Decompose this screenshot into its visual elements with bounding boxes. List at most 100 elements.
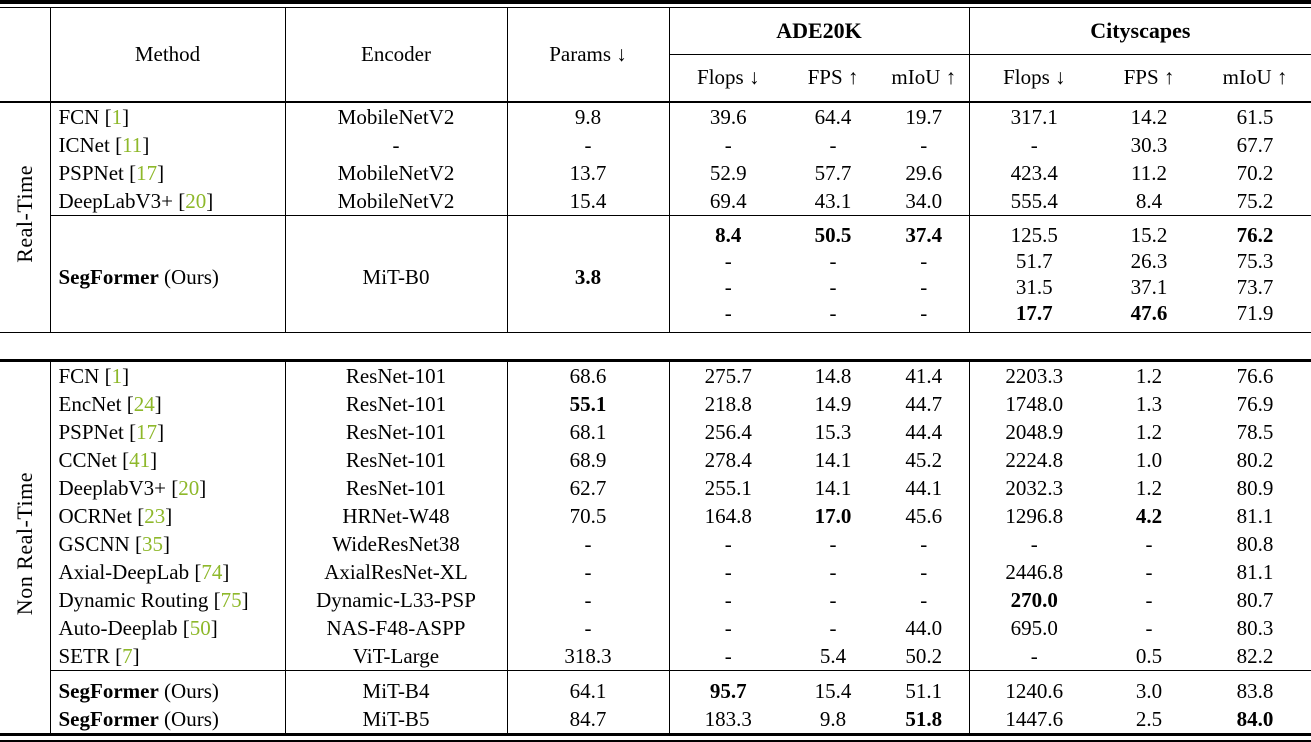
metric-cell: 8.4: [1135, 188, 1163, 213]
cite-link[interactable]: 1: [111, 363, 123, 388]
metric-cell: 695.0: [1010, 615, 1058, 640]
metric-cell: 64.4: [814, 104, 852, 129]
params-cell: -: [507, 529, 670, 558]
row-group-label: Real-Time: [0, 101, 51, 332]
metric-cell: 81.1: [1236, 503, 1274, 528]
metric-cell: 44.7: [879, 389, 970, 418]
encoder-cell: ResNet-101: [285, 417, 508, 446]
metric-cell: 45.2: [879, 445, 970, 474]
method-name: Axial-DeepLab: [58, 559, 190, 584]
metric-cell: 1296.8: [1005, 503, 1064, 528]
cite-link[interactable]: 50: [189, 615, 211, 640]
cite-link[interactable]: 35: [141, 531, 163, 556]
metric-cell: 14.1: [814, 447, 852, 472]
method-cell: FCN [1]: [50, 360, 286, 390]
cite-link[interactable]: 41: [129, 447, 151, 472]
metric-cell: 8.4: [669, 214, 787, 248]
cite-link[interactable]: 75: [220, 587, 242, 612]
cite-link[interactable]: 24: [133, 391, 155, 416]
metric-cell: 1748.0: [1005, 391, 1064, 416]
metric-cell: 80.3: [1236, 615, 1274, 640]
metric-cell: -: [1030, 531, 1038, 556]
metric-cell: 1447.6: [1005, 706, 1064, 731]
metric-cell: -: [724, 615, 732, 640]
metric-cell: 1.2: [1135, 475, 1163, 500]
params-cell: 68.6: [507, 360, 670, 390]
method-name: SegFormer: [58, 678, 159, 703]
cite-link[interactable]: 1: [111, 104, 123, 129]
table-row: Non Real-Time FCN [1] ResNet-101 68.6 275.7 1…: [0, 360, 1311, 734]
metric-cell: -: [879, 273, 970, 300]
metric-cell: -: [1145, 531, 1153, 556]
method-name: OCRNet: [58, 503, 133, 528]
method-cell: DeeplabV3+ [20]: [50, 473, 286, 502]
cite-link[interactable]: 11: [122, 132, 143, 157]
encoder-cell: MobileNetV2: [285, 186, 508, 215]
cite-link[interactable]: 7: [122, 643, 133, 668]
metric-cell: -: [829, 559, 837, 584]
metric-cell: 43.1: [814, 188, 852, 213]
metric-cell: 50.5: [787, 214, 879, 248]
metric-cell: -: [724, 274, 732, 299]
cite-link[interactable]: 17: [136, 419, 158, 444]
col-header-ade-flops: Flops ↓: [669, 54, 787, 103]
metric-cell: 1.3: [1135, 391, 1163, 416]
metric-cell: 78.5: [1236, 419, 1274, 444]
table-row: Auto-Deeplab [50] NAS-F48-ASPP - - -44.0 695.…: [0, 613, 1311, 642]
metric-cell: -: [879, 585, 970, 614]
col-header-city-fps: FPS ↑: [1099, 54, 1200, 103]
metric-cell: 218.8: [704, 391, 752, 416]
cite-link[interactable]: 17: [136, 160, 158, 185]
metric-cell: -: [829, 132, 837, 157]
metric-cell: 84.0: [1236, 706, 1274, 731]
section-real-time: Real-Time FCN [1] MobileNetV2 9.8 39.6 64.4 19…: [0, 101, 1311, 332]
encoder-cell: MiT-B5: [285, 704, 508, 734]
metric-cell: 1.2: [1135, 363, 1163, 388]
params-cell: 55.1: [507, 389, 670, 418]
metric-cell: 2203.3: [1005, 363, 1064, 388]
metric-cell: -: [724, 248, 732, 273]
metric-cell: 15.4: [787, 669, 879, 705]
method-name: SegFormer: [58, 706, 159, 731]
cite-link[interactable]: 23: [144, 503, 166, 528]
metric-cell: 45.6: [879, 501, 970, 530]
params-cell: 13.7: [507, 158, 670, 187]
table-row: SegFormer (Ours) MiT-B0 3.8 8.4 50.5 37.4 125.…: [0, 214, 1311, 332]
metric-cell: -: [724, 559, 732, 584]
table-row: ICNet [11] - - - - - -30.3 67.7: [0, 130, 1311, 159]
col-header-encoder: Encoder: [285, 7, 508, 103]
params-cell: 62.7: [507, 473, 670, 502]
corner-cell: [0, 7, 51, 103]
method-cell: GSCNN [35]: [50, 529, 286, 558]
table-row: GSCNN [35] WideResNet38- - - - - -80.8: [0, 529, 1311, 558]
metric-cell: 80.9: [1236, 475, 1274, 500]
metric-cell: 57.7: [814, 160, 852, 185]
metric-cell: -: [879, 299, 970, 332]
method-cell: PSPNet [17]: [50, 417, 286, 446]
row-group-label: Non Real-Time: [0, 360, 51, 734]
cite-link[interactable]: 74: [201, 559, 223, 584]
metric-cell: 44.1: [879, 473, 970, 502]
metric-cell: 2446.8: [1005, 559, 1064, 584]
cite-link[interactable]: 20: [185, 188, 207, 213]
metric-cell: 80.8: [1236, 531, 1274, 556]
double-rule-cell: [0, 331, 1311, 362]
metric-cell: 44.4: [879, 417, 970, 446]
metric-cell: 52.9: [709, 160, 747, 185]
metric-cell: 4.2: [1135, 503, 1163, 528]
encoder-cell: ResNet-101: [285, 473, 508, 502]
metric-cell: -: [724, 132, 732, 157]
method-cell: SETR [7]: [50, 641, 286, 670]
cite-link[interactable]: 20: [178, 475, 200, 500]
metric-cell: -: [879, 557, 970, 586]
metric-cell: -: [724, 300, 732, 325]
method-name: FCN: [58, 104, 100, 129]
metric-cell: 80.2: [1236, 447, 1274, 472]
metric-cell: 76.6: [1236, 363, 1274, 388]
metric-cell: -: [1145, 615, 1153, 640]
table-row: CCNet [41] ResNet-101 68.9 278.4 14.1 45.2 222…: [0, 445, 1311, 474]
metric-cell: -: [724, 643, 732, 668]
metric-cell: -: [724, 587, 732, 612]
metric-cell: 39.6: [709, 104, 747, 129]
